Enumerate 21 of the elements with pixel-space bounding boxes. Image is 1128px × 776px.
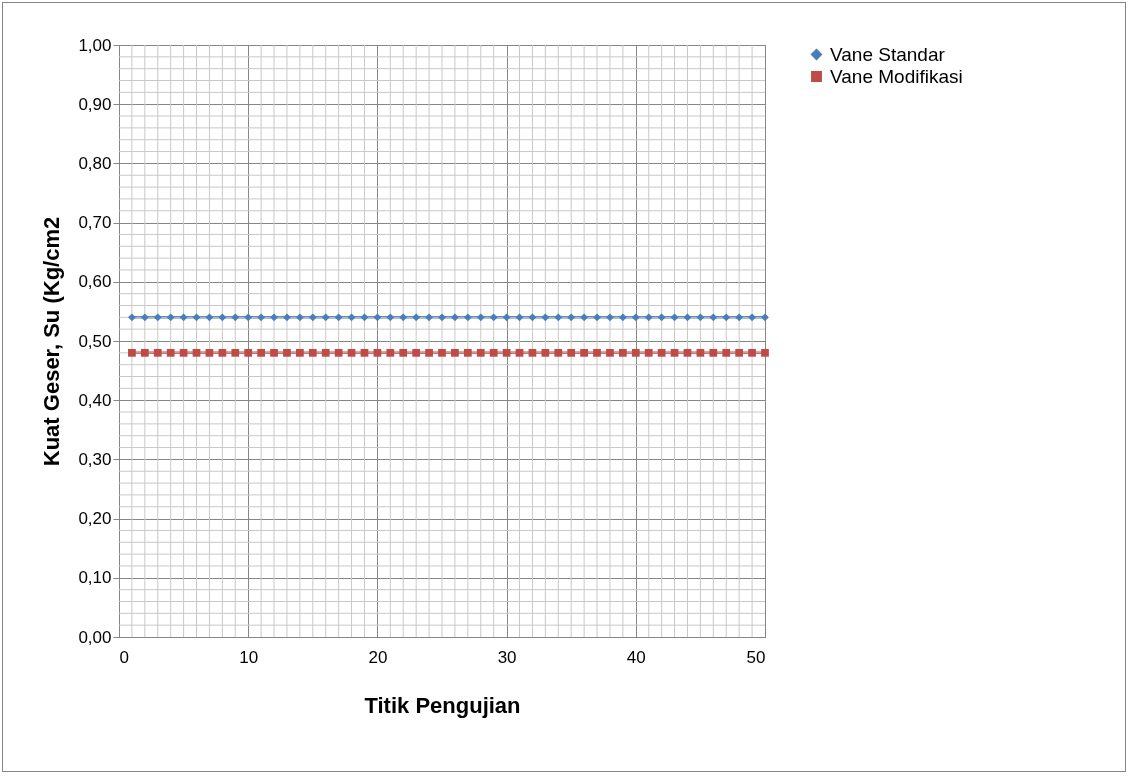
x-tick-label: 20 bbox=[368, 647, 388, 667]
y-tick-label: 0,00 bbox=[78, 627, 112, 647]
legend-label: Vane Modifikasi bbox=[830, 65, 963, 87]
y-tick-label: 0,10 bbox=[78, 568, 112, 588]
y-tick-label: 1,00 bbox=[78, 35, 112, 55]
y-tick-label: 0,20 bbox=[78, 509, 112, 529]
y-axis-title: Kuat Geser, Su (Kg/cm2 bbox=[39, 216, 65, 467]
y-tick-label: 0,60 bbox=[78, 272, 112, 292]
x-tick-label: 40 bbox=[626, 647, 646, 667]
y-tick-label: 0,40 bbox=[78, 390, 112, 410]
y-tick-label: 0,90 bbox=[78, 94, 112, 114]
y-tick-label: 0,50 bbox=[78, 331, 112, 351]
legend-label: Vane Standar bbox=[830, 43, 946, 65]
x-tick-label: 30 bbox=[497, 647, 517, 667]
y-tick-label: 0,70 bbox=[78, 213, 112, 233]
x-tick-label: 0 bbox=[119, 647, 129, 667]
x-axis-title: Titik Pengujian bbox=[364, 692, 521, 718]
y-tick-label: 0,30 bbox=[78, 449, 112, 469]
y-tick-label: 0,80 bbox=[78, 153, 112, 173]
x-tick-label: 10 bbox=[239, 647, 259, 667]
x-tick-label: 50 bbox=[746, 647, 766, 667]
